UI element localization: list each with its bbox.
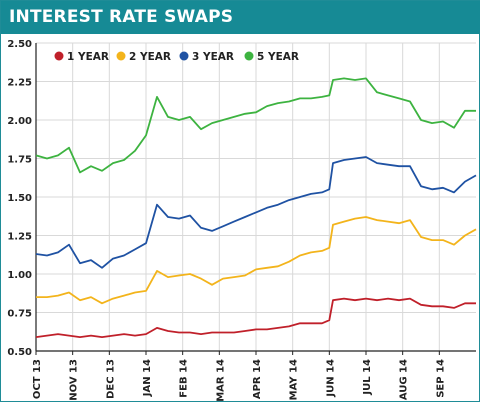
x-tick-label: APR 14 — [252, 359, 263, 399]
x-tick-label: JAN 14 — [142, 359, 153, 397]
y-tick-label: 1.75 — [7, 155, 32, 166]
legend-marker — [54, 51, 64, 61]
y-tick-label: 2.50 — [7, 39, 32, 50]
series-line-3-year — [35, 156, 477, 269]
x-tick-label: JUN 14 — [325, 359, 336, 398]
line-chart: 0.50 0.75 1.00 1.25 1.50 1.75 2.00 2.25 2.50 OCT … — [7, 39, 477, 402]
legend-marker — [179, 51, 189, 61]
series-line-2-year — [36, 216, 477, 305]
x-tick-label: MAY 14 — [289, 359, 300, 400]
y-tick-label: 2.00 — [7, 116, 32, 127]
x-tick-label: AUG 14 — [399, 359, 410, 400]
y-tick-label: 1.25 — [7, 232, 32, 243]
y-tick-label: 0.75 — [7, 309, 32, 320]
x-tick-label: FEB 14 — [179, 359, 190, 398]
y-tick-label: 2.25 — [7, 78, 32, 89]
series-line-5-year — [35, 77, 476, 174]
legend-marker — [244, 51, 254, 61]
y-tick-label: 1.50 — [7, 193, 32, 204]
legend-label: 2 YEAR — [129, 51, 171, 63]
x-tick-label: JUL 14 — [362, 359, 373, 396]
legend-label: 3 YEAR — [192, 51, 234, 63]
legend-label: 5 YEAR — [257, 51, 299, 63]
legend-marker — [116, 51, 126, 61]
x-tick-label: MAR 14 — [215, 359, 226, 402]
x-tick-label: NOV 13 — [69, 359, 80, 401]
x-tick-label: SEP 14 — [435, 359, 446, 398]
chart-title: INTEREST RATE SWAPS — [9, 7, 234, 27]
y-tick-label: 1.00 — [7, 270, 32, 281]
x-tick-label: OCT 13 — [32, 359, 43, 399]
x-tick-label: DEC 13 — [105, 359, 116, 399]
title-bar: INTEREST RATE SWAPS — [1, 1, 480, 34]
y-tick-label: 0.50 — [7, 347, 32, 358]
legend-label: 1 YEAR — [67, 51, 109, 63]
series-line-1-year — [35, 297, 476, 339]
